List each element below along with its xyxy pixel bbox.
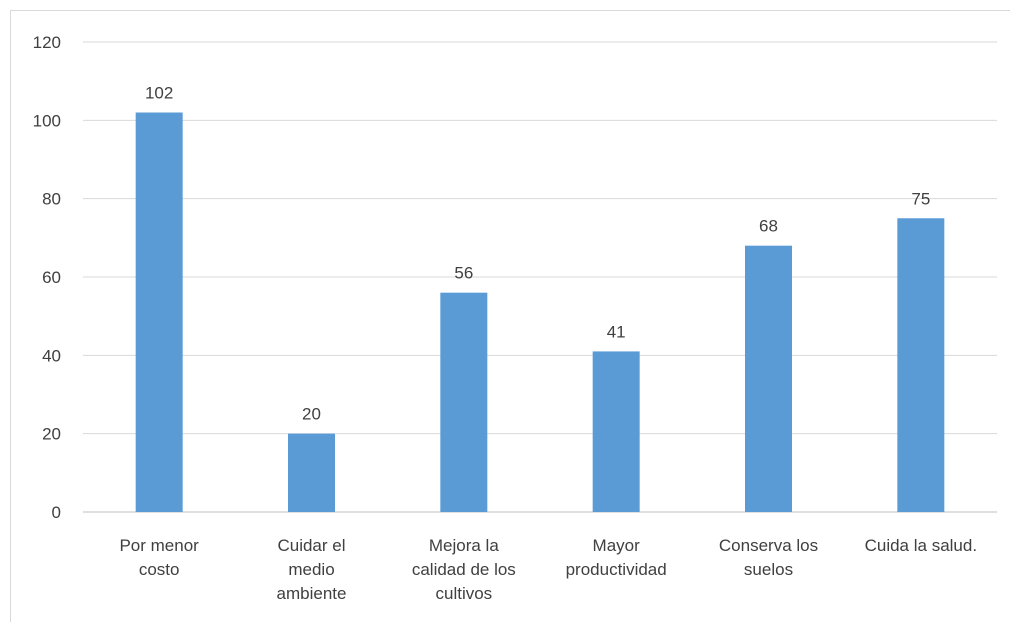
bar: [288, 433, 335, 512]
data-label: 75: [911, 189, 930, 208]
data-label: 41: [607, 322, 626, 341]
gridlines: [83, 41, 997, 513]
bar: [745, 245, 792, 512]
chart-frame: [10, 10, 1010, 622]
y-tick-label: 60: [42, 268, 61, 287]
y-tick-label: 120: [33, 33, 61, 52]
data-labels: 102 20 56 41 68 75: [145, 84, 930, 424]
x-tick-label: Mayor productividad: [566, 536, 667, 579]
y-tick-label: 20: [42, 425, 61, 444]
x-tick-label: Mejora la calidad de los cultivos: [412, 536, 516, 603]
bar: [897, 218, 945, 512]
y-tick-label: 0: [52, 503, 61, 522]
x-tick-label: Conserva los suelos: [719, 536, 818, 579]
x-axis: Por menor costo Cuidar el medio ambiente Mejo…: [119, 536, 977, 603]
x-tick-label: Cuida la salud.: [865, 536, 977, 555]
bar: [592, 351, 640, 512]
y-tick-label: 80: [42, 190, 61, 209]
y-tick-label: 40: [42, 346, 61, 365]
bar: [440, 292, 488, 512]
x-tick-label: Cuidar el medio ambiente: [277, 536, 347, 603]
x-tick-label: Por menor costo: [119, 536, 199, 579]
data-label: 68: [759, 217, 778, 236]
bar: [135, 112, 183, 512]
bars: [135, 112, 945, 512]
y-tick-label: 100: [33, 111, 61, 130]
data-label: 102: [145, 84, 173, 103]
data-label: 56: [454, 264, 473, 283]
data-label: 20: [302, 405, 321, 424]
y-axis: 0 20 40 60 80 100 120: [33, 33, 61, 522]
